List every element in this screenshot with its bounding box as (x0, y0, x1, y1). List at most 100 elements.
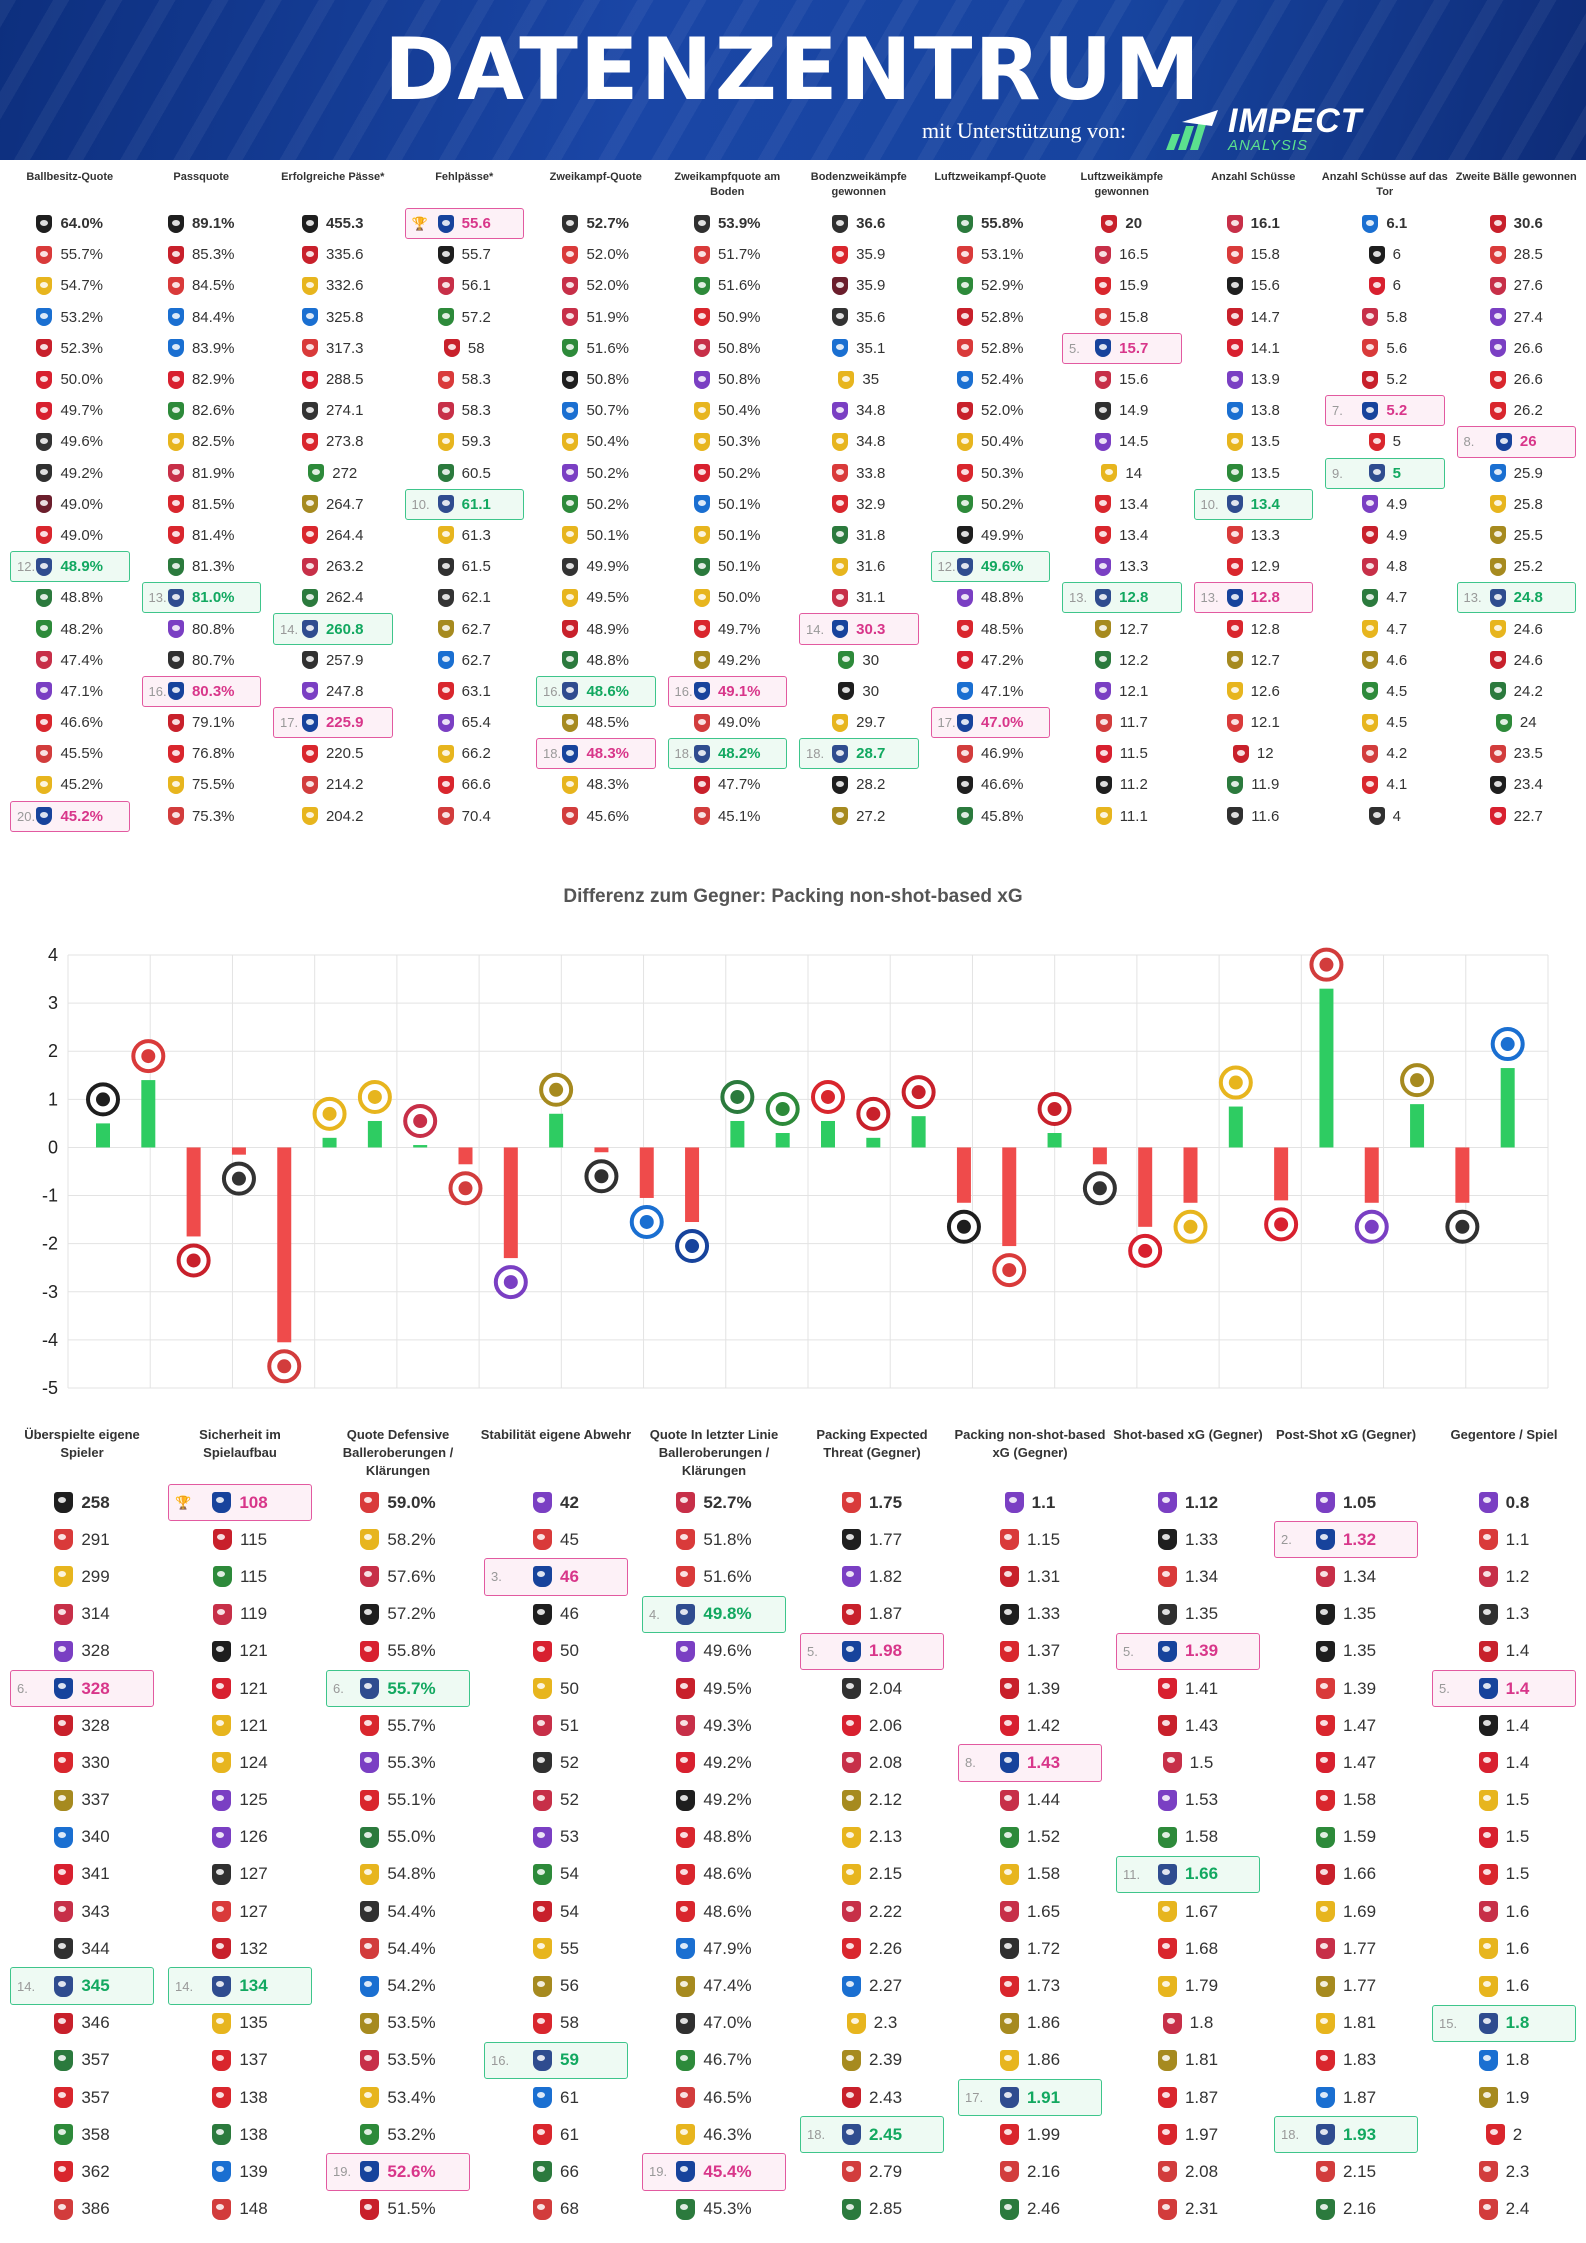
table-row: 12 (1194, 738, 1314, 769)
team-crest-icon (360, 1566, 380, 1588)
team-crest-icon (1478, 2198, 1498, 2220)
stat-value: 2.04 (868, 1678, 903, 1698)
team-crest-icon (1478, 2161, 1498, 2183)
team-crest-icon (437, 744, 454, 763)
table-row: 59.3 (405, 426, 525, 457)
chart-bar (367, 1120, 382, 1148)
team-crest-icon (846, 2012, 866, 2034)
table-row: 61 (484, 2116, 628, 2153)
table-row: 53.4% (326, 2079, 470, 2116)
stat-value: 46 (560, 1566, 579, 1586)
table-row: 34.8 (799, 426, 919, 457)
stat-value: 58.2% (387, 1529, 436, 1549)
team-crest-icon (1368, 276, 1385, 295)
stat-value: 46.3% (703, 2124, 752, 2144)
team-crest-icon (36, 526, 53, 545)
stat-value: 45.6% (586, 807, 630, 825)
stat-value: 332.6 (325, 277, 364, 295)
table-row: 51.5% (326, 2191, 470, 2228)
team-crest-icon (1095, 807, 1112, 826)
highlight-cell: 18. 48.3% (536, 738, 656, 770)
highlight-cell: 17. 1.91 (958, 2079, 1102, 2117)
highlight-cell: 18. 1.93 (1274, 2116, 1418, 2154)
table-row: 48.9% (536, 613, 656, 644)
table-row: 66.2 (405, 738, 525, 769)
table-row: 13.9 (1194, 364, 1314, 395)
team-crest-icon (1157, 1901, 1177, 1923)
table-row: 291 (10, 1521, 154, 1558)
team-crest-icon (1315, 2124, 1335, 2146)
stat-column: Zweite Bälle gewonnen 30.6 28.5 27.6 27.4 26.… (1453, 166, 1581, 832)
stat-value: 15.8 (1119, 308, 1149, 326)
stat-value: 80.3% (191, 682, 235, 700)
stat-value: 11.2 (1119, 776, 1148, 794)
table-row: 1.34 (1274, 1558, 1418, 1595)
stat-value: 61.1 (461, 495, 491, 513)
stat-value: 2.27 (868, 1976, 903, 1996)
team-crest-icon (533, 2124, 553, 2146)
stat-value: 115 (239, 1566, 268, 1586)
team-crest-icon (841, 1975, 861, 1997)
rank-label: 15. (1439, 2015, 1458, 2031)
team-crest-icon (956, 775, 973, 794)
stat-value: 49.6% (980, 558, 1024, 576)
table-row: 6 (1325, 239, 1445, 270)
team-crest-icon (458, 1181, 473, 1196)
table-row: 1.15 (958, 1521, 1102, 1558)
team-crest-icon (437, 214, 454, 233)
stat-value: 1.58 (1184, 1827, 1219, 1847)
team-crest-icon (1315, 1752, 1335, 1774)
table-row: 204.2 (273, 801, 393, 832)
stat-value: 346 (81, 2013, 110, 2033)
stat-value: 4.9 (1386, 526, 1408, 544)
table-row: 16.5 (1062, 239, 1182, 270)
stat-column: Ballbesitz-Quote 64.0% 55.7% 54.7% 53.2% 52.3… (6, 166, 134, 832)
team-crest-icon (167, 401, 184, 420)
stat-value: 49.5% (703, 1678, 752, 1698)
rank-label: 16. (148, 683, 167, 699)
stat-value: 58.3 (461, 402, 491, 420)
table-row: 55.7% (10, 239, 130, 270)
stat-value: 59.0% (387, 1492, 436, 1512)
table-row: 24.6 (1457, 645, 1577, 676)
stat-column: Erfolgreiche Pässe* 455.3 335.6 332.6 325.8 3… (269, 166, 397, 832)
team-crest-icon (533, 1863, 553, 1885)
table-row: 6 (1325, 270, 1445, 301)
table-row: 214.2 (273, 769, 393, 800)
team-crest-icon (956, 526, 973, 545)
rank-label: 4. (649, 1606, 660, 1622)
table-row: 13.4 (1062, 489, 1182, 520)
team-crest-icon (1489, 308, 1506, 327)
table-row: 4.2 (1325, 738, 1445, 769)
team-crest-icon (533, 1938, 553, 1960)
stat-value: 49.7% (60, 402, 104, 420)
stats-table-top: Ballbesitz-Quote 64.0% 55.7% 54.7% 53.2% 52.3… (6, 166, 1580, 832)
stat-value: 35.1 (856, 339, 886, 357)
team-crest-icon (562, 370, 579, 389)
stat-column: Anzahl Schüsse 16.1 15.8 15.6 14.7 14.1 13.9 13… (1190, 166, 1318, 832)
table-row: 14.7 (1194, 302, 1314, 333)
table-row: 1.77 (1274, 1930, 1418, 1967)
stat-value: 4.5 (1386, 682, 1408, 700)
table-row: 25.8 (1457, 489, 1577, 520)
team-crest-icon (832, 495, 849, 514)
team-crest-icon (832, 339, 849, 358)
table-row: 35.6 (799, 302, 919, 333)
stat-value: 51 (560, 1715, 579, 1735)
rank-label: 14. (17, 1978, 36, 1994)
table-row: 48.8% (536, 645, 656, 676)
team-crest-icon (54, 1566, 74, 1588)
team-crest-icon (36, 495, 53, 514)
team-crest-icon (693, 620, 710, 639)
stat-value: 49.6% (60, 433, 104, 451)
stat-value: 13.8 (1250, 402, 1280, 420)
stat-value: 2.16 (1342, 2199, 1377, 2219)
team-crest-icon (1478, 1640, 1498, 1662)
team-crest-icon (1226, 620, 1243, 639)
table-row: 22.7 (1457, 801, 1577, 832)
team-crest-icon (360, 1752, 380, 1774)
y-tick-label: 1 (48, 1089, 58, 1109)
highlight-cell: 6. 55.7% (326, 1669, 470, 1708)
team-crest-icon (562, 308, 579, 327)
table-row: 63.1 (405, 676, 525, 707)
